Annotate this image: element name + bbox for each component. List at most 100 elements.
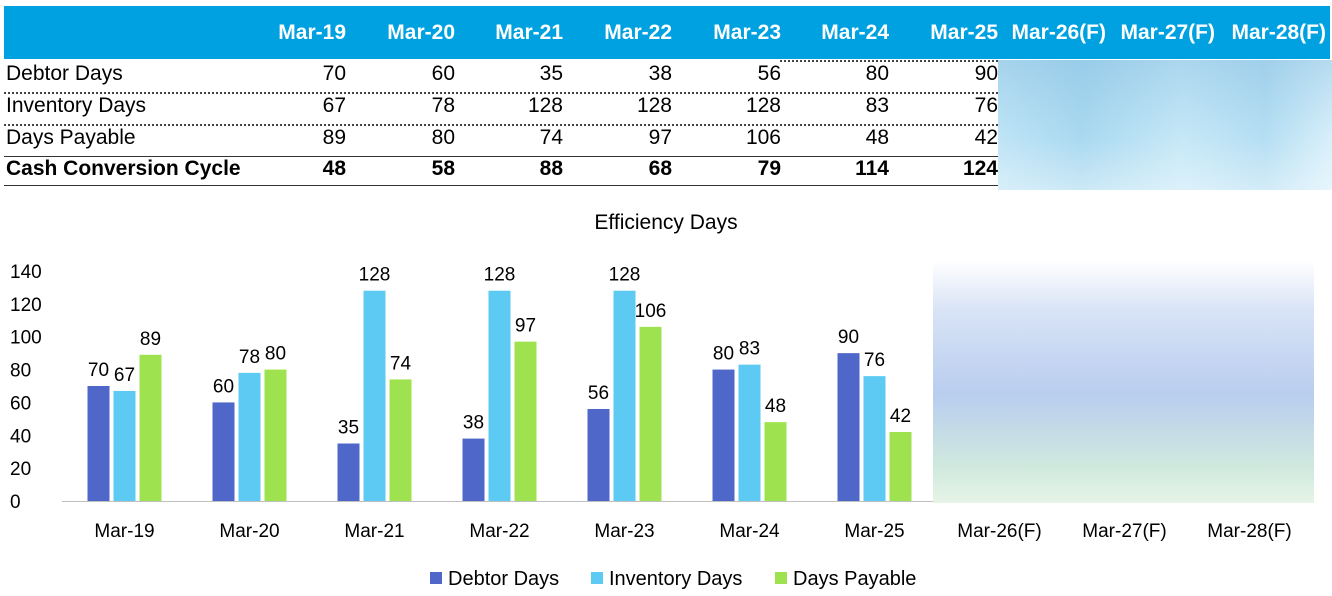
bar-inventory-days [738,364,761,501]
row-label-debtor-days: Debtor Days [6,62,123,85]
bar-days-payable [139,354,162,501]
x-tick-label: Mar-26(F) [957,521,1041,542]
efficiency-table: Mar-19 Mar-20 Mar-21 Mar-22 Mar-23 Mar-24 Mar-… [0,0,1332,190]
y-tick-label: 20 [10,459,31,480]
bar-data-label: 128 [609,265,641,286]
table-bottom-border [4,185,998,186]
table-cell: 74 [539,126,563,149]
bar-data-label: 35 [338,418,359,439]
bar-data-label: 78 [239,347,260,368]
blurred-forecast-cells [998,60,1332,190]
table-cell: 128 [745,94,781,117]
bar-data-label: 42 [890,406,911,427]
row-divider [780,60,998,62]
table-cell: 106 [745,126,781,149]
bar-data-label: 106 [635,301,667,322]
x-tick-label: Mar-24 [719,521,780,542]
legend-label: Days Payable [793,568,917,590]
bar-data-label: 67 [114,365,135,386]
bar-debtor-days [212,402,235,501]
table-cell: 60 [431,62,455,85]
table-header-mar-19: Mar-19 [278,21,346,44]
y-tick-label: 140 [10,262,42,283]
table-cell: 48 [865,126,889,149]
bar-days-payable [389,379,412,501]
bar-debtor-days [837,353,860,501]
bar-inventory-days [113,390,136,501]
bar-days-payable [889,432,912,501]
y-tick-label: 120 [10,295,42,316]
bar-data-label: 80 [713,344,734,365]
bar-data-label: 89 [140,329,161,350]
table-cell: 76 [974,94,998,117]
bar-data-label: 90 [838,327,859,348]
table-cell: 35 [539,62,563,85]
legend-item-days-payable: Days Payable [775,568,916,591]
y-tick-label: 100 [10,328,42,349]
bar-debtor-days [587,409,610,501]
row-label-inventory-days: Inventory Days [6,94,147,117]
y-tick-label: 0 [10,492,21,513]
blurred-forecast-bars [933,261,1314,503]
bar-inventory-days [613,290,636,501]
legend-item-debtor-days: Debtor Days [430,568,559,591]
table-cell: 128 [636,94,672,117]
table-cell: 58 [431,157,455,180]
y-tick-label: 80 [10,361,31,382]
chart-title: Efficiency Days [594,211,737,234]
x-tick-label: Mar-22 [469,521,529,542]
bar-inventory-days [363,290,386,501]
table-header-bar [4,6,1330,59]
table-cell: 70 [322,62,346,85]
bar-data-label: 83 [739,339,760,360]
table-cell: 88 [539,157,563,180]
table-cell: 89 [322,126,346,149]
bar-data-label: 56 [588,383,609,404]
table-cell: 68 [648,157,672,180]
table-cell: 42 [974,126,998,149]
x-tick-label: Mar-25 [844,521,904,542]
table-header-mar-21: Mar-21 [495,21,563,44]
bar-data-label: 97 [515,316,536,337]
legend-item-inventory-days: Inventory Days [591,568,742,591]
bar-debtor-days [712,369,735,501]
table-cell: 128 [527,94,563,117]
table-header-mar-26f: Mar-26(F) [1011,21,1106,44]
bar-data-label: 128 [359,265,391,286]
table-cell: 90 [974,62,998,85]
row-label-days-payable: Days Payable [6,126,136,149]
table-cell: 48 [322,157,346,180]
bar-inventory-days [863,376,886,501]
row-divider [4,92,998,94]
table-header-mar-24: Mar-24 [821,21,889,44]
bar-days-payable [514,341,537,501]
table-cell: 124 [962,157,998,180]
row-label-cash-conversion-cycle: Cash Conversion Cycle [6,157,241,180]
table-cell: 114 [855,157,889,180]
table-cell: 80 [865,62,889,85]
bar-data-label: 70 [88,360,109,381]
bar-data-label: 60 [213,376,234,397]
bar-inventory-days [488,290,511,501]
x-tick-label: Mar-19 [94,521,154,542]
bar-data-label: 128 [484,265,516,286]
bar-debtor-days [87,386,110,501]
y-tick-label: 60 [10,393,31,414]
table-header-mar-25: Mar-25 [930,21,998,44]
bar-days-payable [639,326,662,501]
table-cell: 79 [757,157,781,180]
bar-days-payable [764,422,787,501]
table-cell: 56 [757,62,781,85]
bar-debtor-days [337,443,360,501]
x-tick-label: Mar-20 [219,521,279,542]
row-divider [4,156,998,157]
table-cell: 83 [865,94,889,117]
bar-data-label: 76 [864,350,885,371]
legend-swatch [775,572,787,585]
y-tick-label: 40 [10,426,31,447]
bar-days-payable [264,369,287,501]
bar-data-label: 80 [265,344,286,365]
legend-swatch [591,572,603,585]
bar-inventory-days [238,372,261,501]
table-header-mar-23: Mar-23 [713,21,781,44]
